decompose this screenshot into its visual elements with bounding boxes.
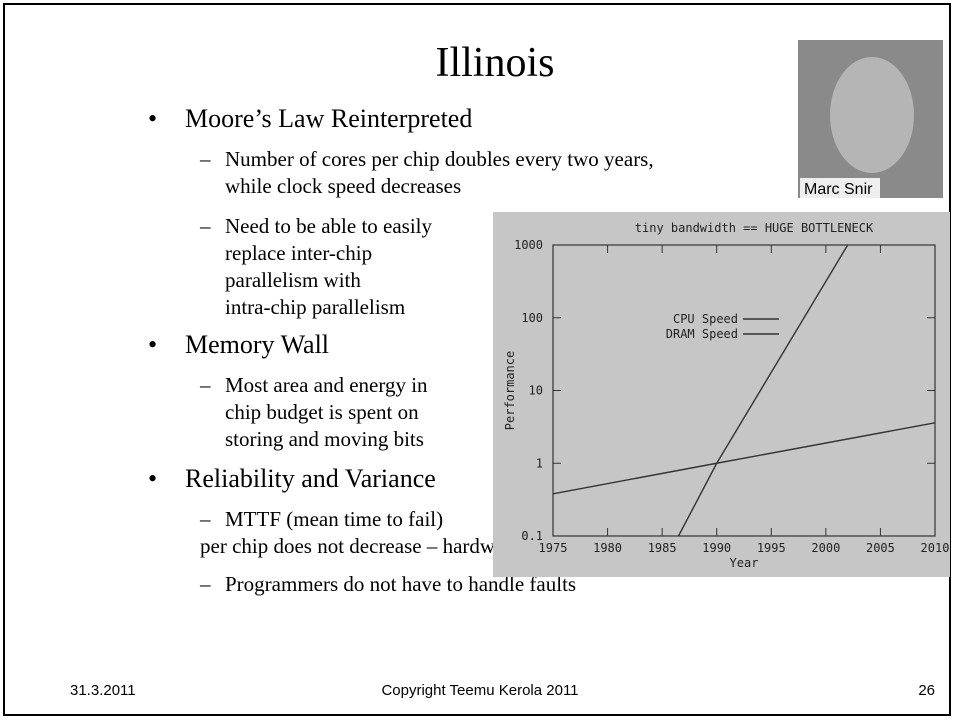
- sub-text: intra-chip parallelism: [225, 295, 405, 319]
- sub-text: replace inter-chip: [225, 241, 372, 265]
- sub-dash: –: [199, 214, 211, 238]
- x-tick-label: 1980: [593, 541, 622, 555]
- photo-caption: Marc Snir: [804, 181, 873, 198]
- sub-text: storing and moving bits: [225, 427, 424, 451]
- y-tick-label: 0.1: [521, 529, 543, 543]
- legend-label: CPU Speed: [673, 312, 738, 326]
- x-axis-label: Year: [730, 556, 759, 570]
- y-tick-label: 1: [536, 456, 543, 470]
- sub-text: while clock speed decreases: [225, 174, 461, 198]
- sub-dash: –: [199, 147, 211, 171]
- x-tick-label: 2005: [866, 541, 895, 555]
- sub-text: parallelism with: [225, 268, 361, 292]
- y-tick-label: 1000: [514, 238, 543, 252]
- photo-face: [830, 57, 914, 173]
- sub-dash: –: [199, 373, 211, 397]
- sub-text: MTTF (mean time to fail): [225, 507, 443, 531]
- x-tick-label: 1975: [539, 541, 568, 555]
- x-tick-label: 1985: [648, 541, 677, 555]
- sub-text: chip budget is spent on: [225, 400, 419, 424]
- bullet-text: Reliability and Variance: [185, 464, 436, 493]
- caption-box: [800, 178, 880, 198]
- sub-text: Need to be able to easily: [225, 214, 433, 238]
- sub-text: Most area and energy in: [225, 373, 428, 397]
- bullet-dot: •: [148, 330, 157, 359]
- x-tick-label: 1995: [757, 541, 786, 555]
- legend-label: DRAM Speed: [666, 327, 738, 341]
- series-line: [553, 422, 935, 495]
- x-tick-label: 1990: [702, 541, 731, 555]
- x-tick-label: 2000: [811, 541, 840, 555]
- footer-page: 26: [918, 682, 935, 699]
- footer-copyright: Copyright Teemu Kerola 2011: [381, 682, 578, 699]
- footer-date: 31.3.2011: [70, 682, 136, 699]
- y-axis-label: Performance: [503, 351, 517, 430]
- chart: tiny bandwidth == HUGE BOTTLENECK Year Per…: [503, 221, 949, 570]
- bullet-dot: •: [148, 104, 157, 133]
- bullet-text: Moore’s Law Reinterpreted: [185, 104, 472, 133]
- bullet-text: Memory Wall: [185, 330, 329, 359]
- x-tick-label: 2010: [921, 541, 950, 555]
- bullet-dot: •: [148, 464, 157, 493]
- chart-title: tiny bandwidth == HUGE BOTTLENECK: [635, 221, 874, 235]
- slide-body: • Moore’s Law Reinterpreted– Number of cor…: [148, 104, 709, 596]
- sub-text: Number of cores per chip doubles every t…: [225, 147, 654, 171]
- slide-title: Illinois: [435, 40, 554, 86]
- y-tick-label: 100: [521, 311, 543, 325]
- sub-dash: –: [199, 572, 211, 596]
- sub-dash: –: [199, 507, 211, 531]
- y-tick-label: 10: [529, 384, 543, 398]
- chart-background: [493, 212, 950, 577]
